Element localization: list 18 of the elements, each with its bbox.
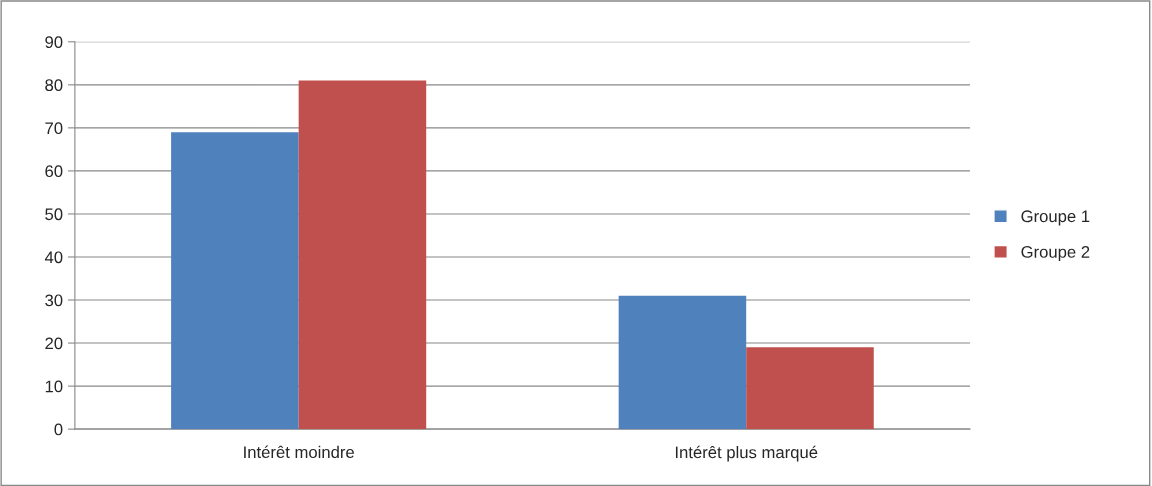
bar <box>618 295 747 430</box>
y-tick-label: 60 <box>45 165 63 178</box>
y-tick-label: 40 <box>44 251 63 264</box>
bar <box>298 80 427 430</box>
y-tick-label: 0 <box>54 423 63 436</box>
legend-label: Groupe 2 <box>1021 246 1090 262</box>
y-tick-label: 90 <box>45 36 63 48</box>
y-tick-label: 20 <box>45 337 63 350</box>
y-tick-label: 50 <box>45 208 63 221</box>
x-tick-label: Intérêt plus marqué <box>675 445 818 462</box>
y-tick-label: 30 <box>45 294 63 307</box>
x-tick-label: Intérêt moindre <box>244 445 354 459</box>
bar <box>171 132 299 430</box>
y-tick-label: 70 <box>45 122 63 135</box>
legend-label: Groupe 1 <box>1021 210 1090 226</box>
bar <box>746 347 874 430</box>
y-tick-label: 10 <box>45 380 63 393</box>
y-tick-label: 80 <box>45 79 63 92</box>
